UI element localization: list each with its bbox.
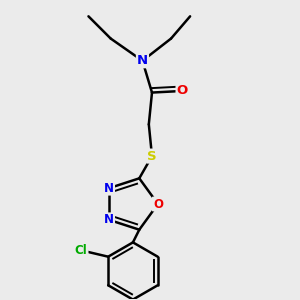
Text: N: N — [104, 182, 114, 195]
Text: N: N — [104, 213, 114, 226]
Text: N: N — [137, 54, 148, 67]
Text: O: O — [176, 85, 188, 98]
Text: Cl: Cl — [75, 244, 88, 257]
Text: S: S — [147, 150, 157, 163]
Text: O: O — [153, 197, 163, 211]
